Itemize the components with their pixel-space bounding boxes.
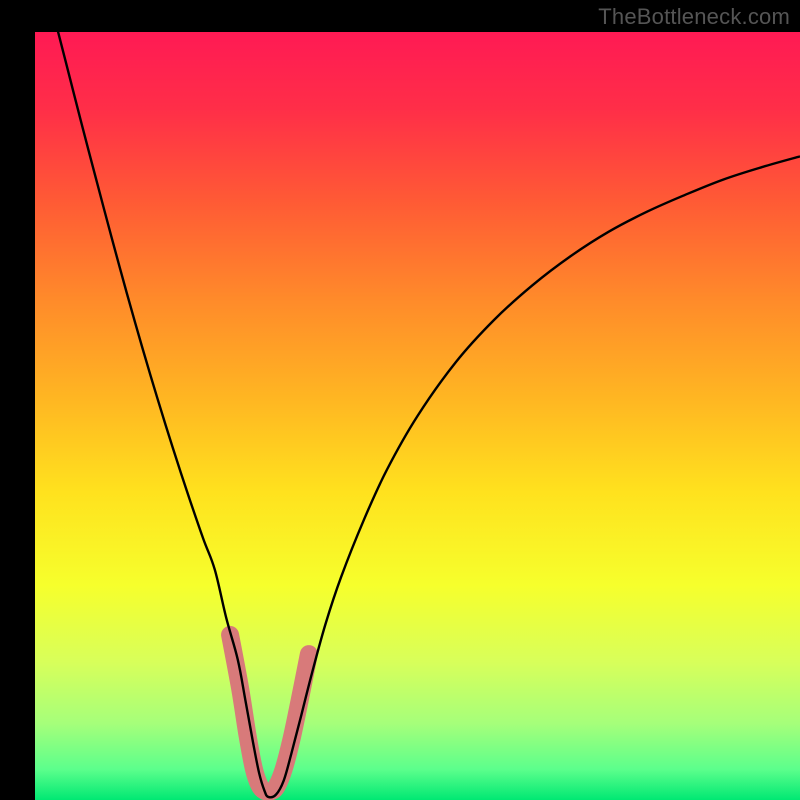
chart-svg (35, 32, 800, 800)
attribution-watermark: TheBottleneck.com (598, 4, 790, 30)
chart-plot-area (35, 32, 800, 800)
